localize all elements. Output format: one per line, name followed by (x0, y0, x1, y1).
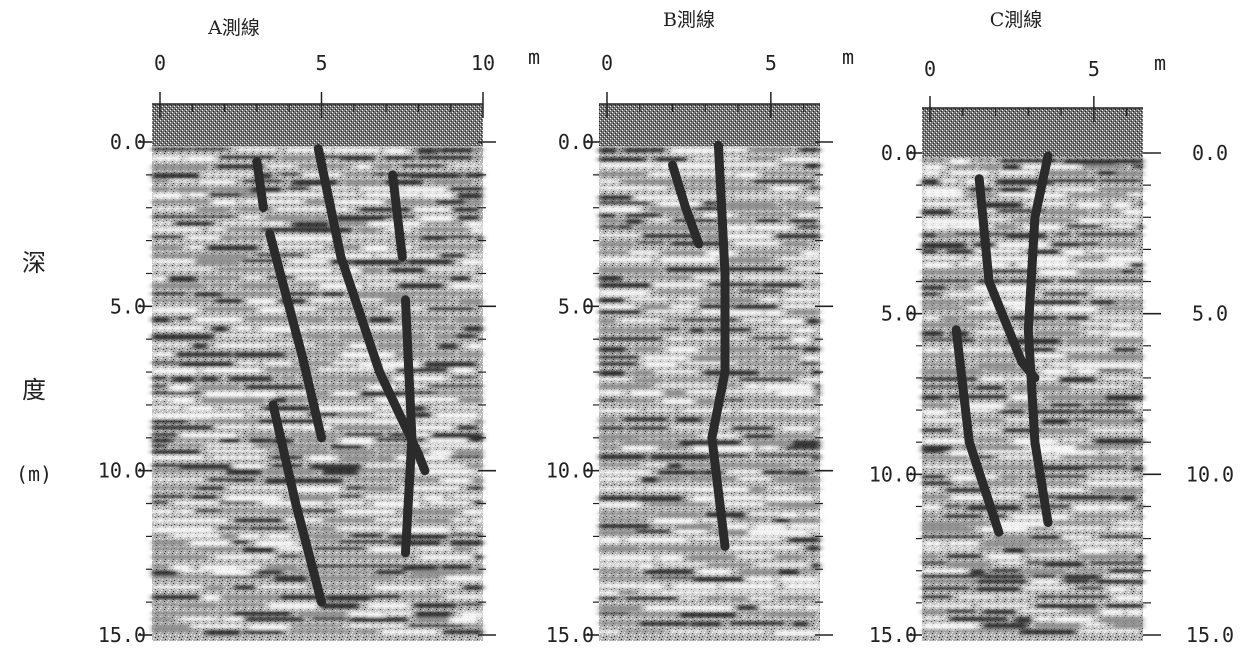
panel-b-radar-image (599, 104, 820, 641)
panel-b-x-tick-label: 5 (765, 51, 777, 75)
panel-a-y-tick-label: 0.0 (110, 130, 146, 154)
panel-a-y-tick-label: 15.0 (98, 623, 146, 647)
panel-b-y-tick-label: 0.0 (558, 130, 594, 154)
panel-a-radar-image (152, 104, 483, 641)
panel-c-x-unit-label: m (1154, 51, 1166, 75)
panel-b-y-tick-label: 15.0 (546, 623, 594, 647)
panel-c-y-tick-label-right: 15.0 (1186, 623, 1234, 647)
panel-a-x-tick-label: 10 (471, 51, 495, 75)
panel-a-traced-line-4 (313, 144, 430, 476)
y-axis-title-char-2: 度 (22, 376, 46, 404)
panel-c-y-tick-label-right: 10.0 (1186, 462, 1234, 486)
panel-a-traced-line-5 (388, 170, 407, 262)
panel-a-x-tick-label: 5 (315, 51, 327, 75)
panel-b-y-tick-label: 10.0 (546, 459, 594, 483)
panel-a-traced-line-1 (252, 157, 268, 213)
panel-c-y-tick-label: 15.0 (869, 623, 917, 647)
panel-c-title: C測線 (990, 9, 1043, 31)
panel-c-y-tick-label: 0.0 (881, 141, 917, 165)
panel-b-x-unit-label: m (842, 45, 854, 69)
panel-a: A測線 0 5 10 m 0.0 5.0 10.0 15.0 (98, 17, 540, 647)
panel-b-traced-line-2 (707, 140, 730, 551)
panel-a-x-tick-label: 0 (154, 51, 166, 75)
panel-b-traced-line-1 (668, 160, 704, 249)
panel-c-x-tick-label: 0 (924, 57, 936, 81)
panel-a-title: A測線 (207, 17, 260, 39)
panel-c-y-tick-label-right: 5.0 (1192, 302, 1228, 326)
panel-c-traced-line-3 (951, 325, 1004, 537)
panel-b-title: B測線 (663, 9, 715, 31)
panel-b: B測線 0 5 m 0.0 5.0 10.0 15.0 (546, 9, 854, 647)
panel-b-y-tick-label: 5.0 (558, 294, 594, 318)
panel-c-traced-line-2 (1023, 151, 1053, 527)
panel-c-y-tick-label: 5.0 (881, 302, 917, 326)
y-axis-title-char-1: 深 (22, 249, 46, 277)
panel-a-traced-line-6 (401, 295, 417, 558)
panel-a-y-tick-label: 10.0 (98, 459, 146, 483)
panel-a-traced-line-3 (268, 400, 326, 607)
panel-c-y-tick-label-right: 0.0 (1192, 141, 1228, 165)
panel-c: C測線 0 5 m 0.0 0.0 5.0 5.0 10.0 10.0 15.0 15.0 (869, 9, 1234, 647)
y-axis-title-unit: (m) (16, 462, 52, 486)
panel-b-x-tick-label: 0 (601, 51, 613, 75)
panel-c-y-tick-label: 10.0 (869, 462, 917, 486)
panel-c-plot-area: 0 5 m 0.0 0.0 5.0 5.0 10.0 10.0 15.0 15.0 (869, 51, 1234, 647)
panel-c-x-tick-label: 5 (1088, 57, 1100, 81)
panel-a-y-tick-label: 5.0 (110, 294, 146, 318)
panel-c-radar-image (922, 108, 1143, 641)
panel-a-traced-line-2 (265, 229, 326, 443)
panel-a-plot-area: 0 5 10 m 0.0 5.0 10.0 15.0 (98, 45, 540, 647)
panel-b-plot-area: 0 5 m 0.0 5.0 10.0 15.0 (546, 45, 854, 647)
panel-a-x-unit-label: m (528, 45, 540, 69)
